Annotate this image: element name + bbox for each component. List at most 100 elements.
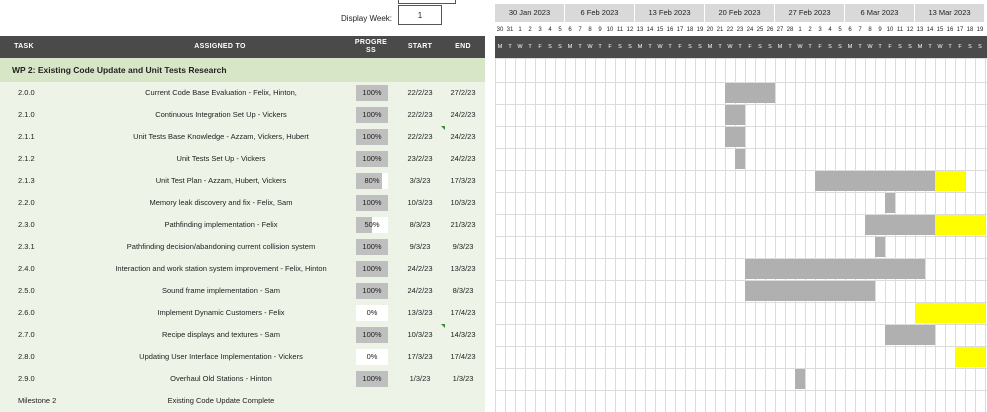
task-start: 22/2/23: [407, 88, 433, 97]
gantt-bar[interactable]: [745, 259, 925, 279]
task-name: Continuous Integration Set Up - Vickers: [155, 110, 287, 119]
display-week-input[interactable]: 1: [398, 5, 442, 25]
gantt-bar[interactable]: [815, 171, 935, 191]
day-letter: T: [858, 44, 862, 50]
day-number: 10: [886, 27, 894, 33]
day-letter: W: [587, 44, 593, 50]
task-row[interactable]: 2.9.0 Overhaul Old Stations - Hinton 1/3/2…: [0, 368, 485, 390]
day-letter: S: [968, 44, 972, 50]
progress-fill: [356, 217, 372, 233]
task-start: 8/3/23: [409, 220, 431, 229]
day-number: 6: [848, 27, 852, 33]
task-row[interactable]: 2.2.0 Memory leak discovery and fix - Fel…: [0, 192, 485, 214]
day-number: 2: [528, 27, 532, 33]
gantt-bar[interactable]: [865, 215, 935, 235]
progress-fill: [356, 261, 388, 277]
task-end: 21/3/23: [450, 220, 476, 229]
day-number: 18: [966, 27, 974, 33]
task-end: 10/3/23: [450, 198, 476, 207]
gantt-bar[interactable]: [885, 325, 935, 345]
header-end: END: [455, 43, 471, 50]
task-end: 24/2/23: [450, 110, 476, 119]
gantt-bar[interactable]: [725, 83, 775, 103]
task-start: 22/2/23: [407, 132, 433, 141]
day-number: 3: [538, 27, 542, 33]
progress-cell: 100%: [356, 239, 388, 255]
display-week-label: Display Week:: [341, 14, 392, 23]
gantt-bar-overdue[interactable]: [955, 347, 985, 367]
task-row[interactable]: 2.6.0 Implement Dynamic Customers - Felix…: [0, 302, 485, 324]
gantt-bar[interactable]: [875, 237, 885, 257]
progress-text: 100%: [362, 374, 382, 383]
task-row[interactable]: 2.3.0 Pathfinding implementation - Felix 8…: [0, 214, 485, 236]
progress-fill: [356, 327, 388, 343]
task-id: 2.1.1: [18, 132, 35, 141]
week-label: 20 Feb 2023: [705, 4, 775, 22]
task-row[interactable]: 2.1.3 Unit Test Plan - Azzam, Hubert, Vic…: [0, 170, 485, 192]
day-number: 15: [936, 27, 944, 33]
day-number: 11: [896, 27, 904, 33]
task-row[interactable]: 2.1.0 Continuous Integration Set Up - Vic…: [0, 104, 485, 126]
progress-fill: [356, 129, 388, 145]
gantt-bar[interactable]: [885, 193, 895, 213]
gantt-bar-overdue[interactable]: [935, 215, 985, 235]
progress-cell: 80%: [356, 173, 388, 189]
day-letter: S: [978, 44, 982, 50]
gantt-bar[interactable]: [745, 281, 875, 301]
day-letter: S: [768, 44, 772, 50]
task-id: 2.3.1: [18, 242, 35, 251]
day-letter: T: [738, 44, 742, 50]
day-number: 9: [598, 27, 602, 33]
day-letter: F: [958, 44, 962, 50]
day-number: 17: [676, 27, 684, 33]
day-letter: T: [648, 44, 652, 50]
task-start: 13/3/23: [407, 308, 433, 317]
task-row[interactable]: 2.1.1 Unit Tests Base Knowledge - Azzam, …: [0, 126, 485, 148]
gantt-bar[interactable]: [735, 149, 745, 169]
progress-text: 100%: [362, 330, 382, 339]
day-letter: M: [637, 44, 643, 50]
day-letter: M: [497, 44, 503, 50]
task-row[interactable]: Milestone 2 Existing Code Update Complete: [0, 390, 485, 412]
gantt-bar[interactable]: [795, 369, 805, 389]
task-row[interactable]: 2.3.1 Pathfinding decision/abandoning cur…: [0, 236, 485, 258]
gantt-bar[interactable]: [725, 127, 745, 147]
gantt-bar-overdue[interactable]: [915, 303, 985, 323]
task-end: 8/3/23: [452, 286, 474, 295]
task-row[interactable]: 2.7.0 Recipe displays and textures - Sam 1…: [0, 324, 485, 346]
day-number: 15: [656, 27, 664, 33]
day-number: 7: [858, 27, 862, 33]
day-letter: W: [867, 44, 873, 50]
task-row[interactable]: 2.8.0 Updating User Interface Implementat…: [0, 346, 485, 368]
task-row[interactable]: 2.0.0 Current Code Base Evaluation - Feli…: [0, 82, 485, 104]
day-number: 7: [578, 27, 582, 33]
day-letter: T: [788, 44, 792, 50]
progress-cell: 0%: [356, 349, 388, 365]
day-number: 12: [626, 27, 634, 33]
day-letter: W: [727, 44, 733, 50]
task-id: 2.8.0: [18, 352, 35, 361]
day-number: 6: [568, 27, 572, 33]
day-number: 28: [786, 27, 794, 33]
progress-fill: [356, 283, 388, 299]
day-letter: S: [558, 44, 562, 50]
day-number: 10: [606, 27, 614, 33]
task-start: 22/2/23: [407, 110, 433, 119]
day-number: 22: [726, 27, 734, 33]
progress-cell: 100%: [356, 129, 388, 145]
gantt-bar-overdue[interactable]: [935, 171, 965, 191]
task-id: 2.1.3: [18, 176, 35, 185]
task-name: Unit Test Plan - Azzam, Hubert, Vickers: [155, 176, 287, 185]
progress-cell: 100%: [356, 151, 388, 167]
day-letter: W: [517, 44, 523, 50]
task-row[interactable]: 2.4.0 Interaction and work station system…: [0, 258, 485, 280]
day-number: 16: [666, 27, 674, 33]
gantt-bar[interactable]: [725, 105, 745, 125]
day-letter: F: [748, 44, 752, 50]
project-start-field[interactable]: [398, 0, 456, 4]
task-row[interactable]: 2.1.2 Unit Tests Set Up - Vickers 23/2/23 2…: [0, 148, 485, 170]
day-letter: M: [847, 44, 853, 50]
day-number: 21: [716, 27, 724, 33]
progress-text: 100%: [362, 264, 382, 273]
task-row[interactable]: 2.5.0 Sound frame implementation - Sam 24/…: [0, 280, 485, 302]
